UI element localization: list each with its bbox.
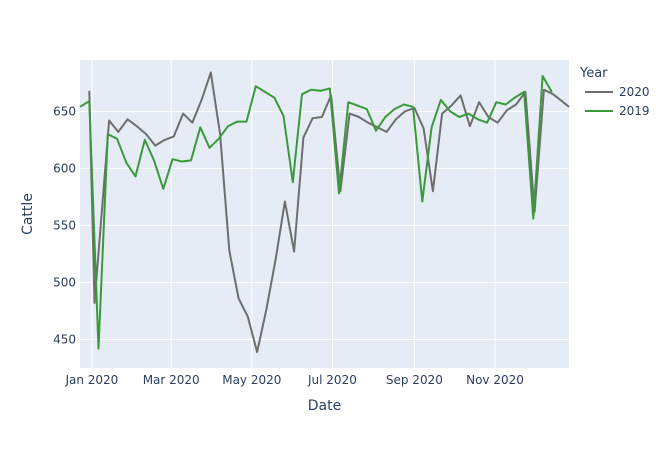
x-tick-label: Mar 2020 [143,373,200,387]
y-tick-label: 600 [53,161,76,175]
x-tick-label: Sep 2020 [386,373,443,387]
legend-label-2019: 2019 [619,104,650,118]
legend-label-2020: 2020 [619,85,650,99]
x-tick-label: Jul 2020 [307,373,357,387]
y-tick-label: 450 [53,332,76,346]
legend: Year 2020 2019 [579,66,650,118]
x-tick-label: Nov 2020 [466,373,524,387]
x-tick-label: Jan 2020 [64,373,118,387]
legend-title: Year [579,66,608,81]
y-tick-label: 500 [53,275,76,289]
y-tick-label: 550 [53,218,76,232]
x-axis-title: Date [308,398,341,414]
x-axis: Jan 2020 Mar 2020 May 2020 Jul 2020 Sep 2020… [64,373,523,387]
y-axis-title: Cattle [20,193,36,235]
series-line-2020 [88,71,570,353]
y-tick-label: 650 [53,104,76,118]
plot-area [80,60,569,368]
x-tick-label: May 2020 [222,373,281,387]
series-group [79,71,570,353]
y-axis: 450 500 550 600 650 [53,104,76,346]
series-line-2019 [79,75,553,350]
